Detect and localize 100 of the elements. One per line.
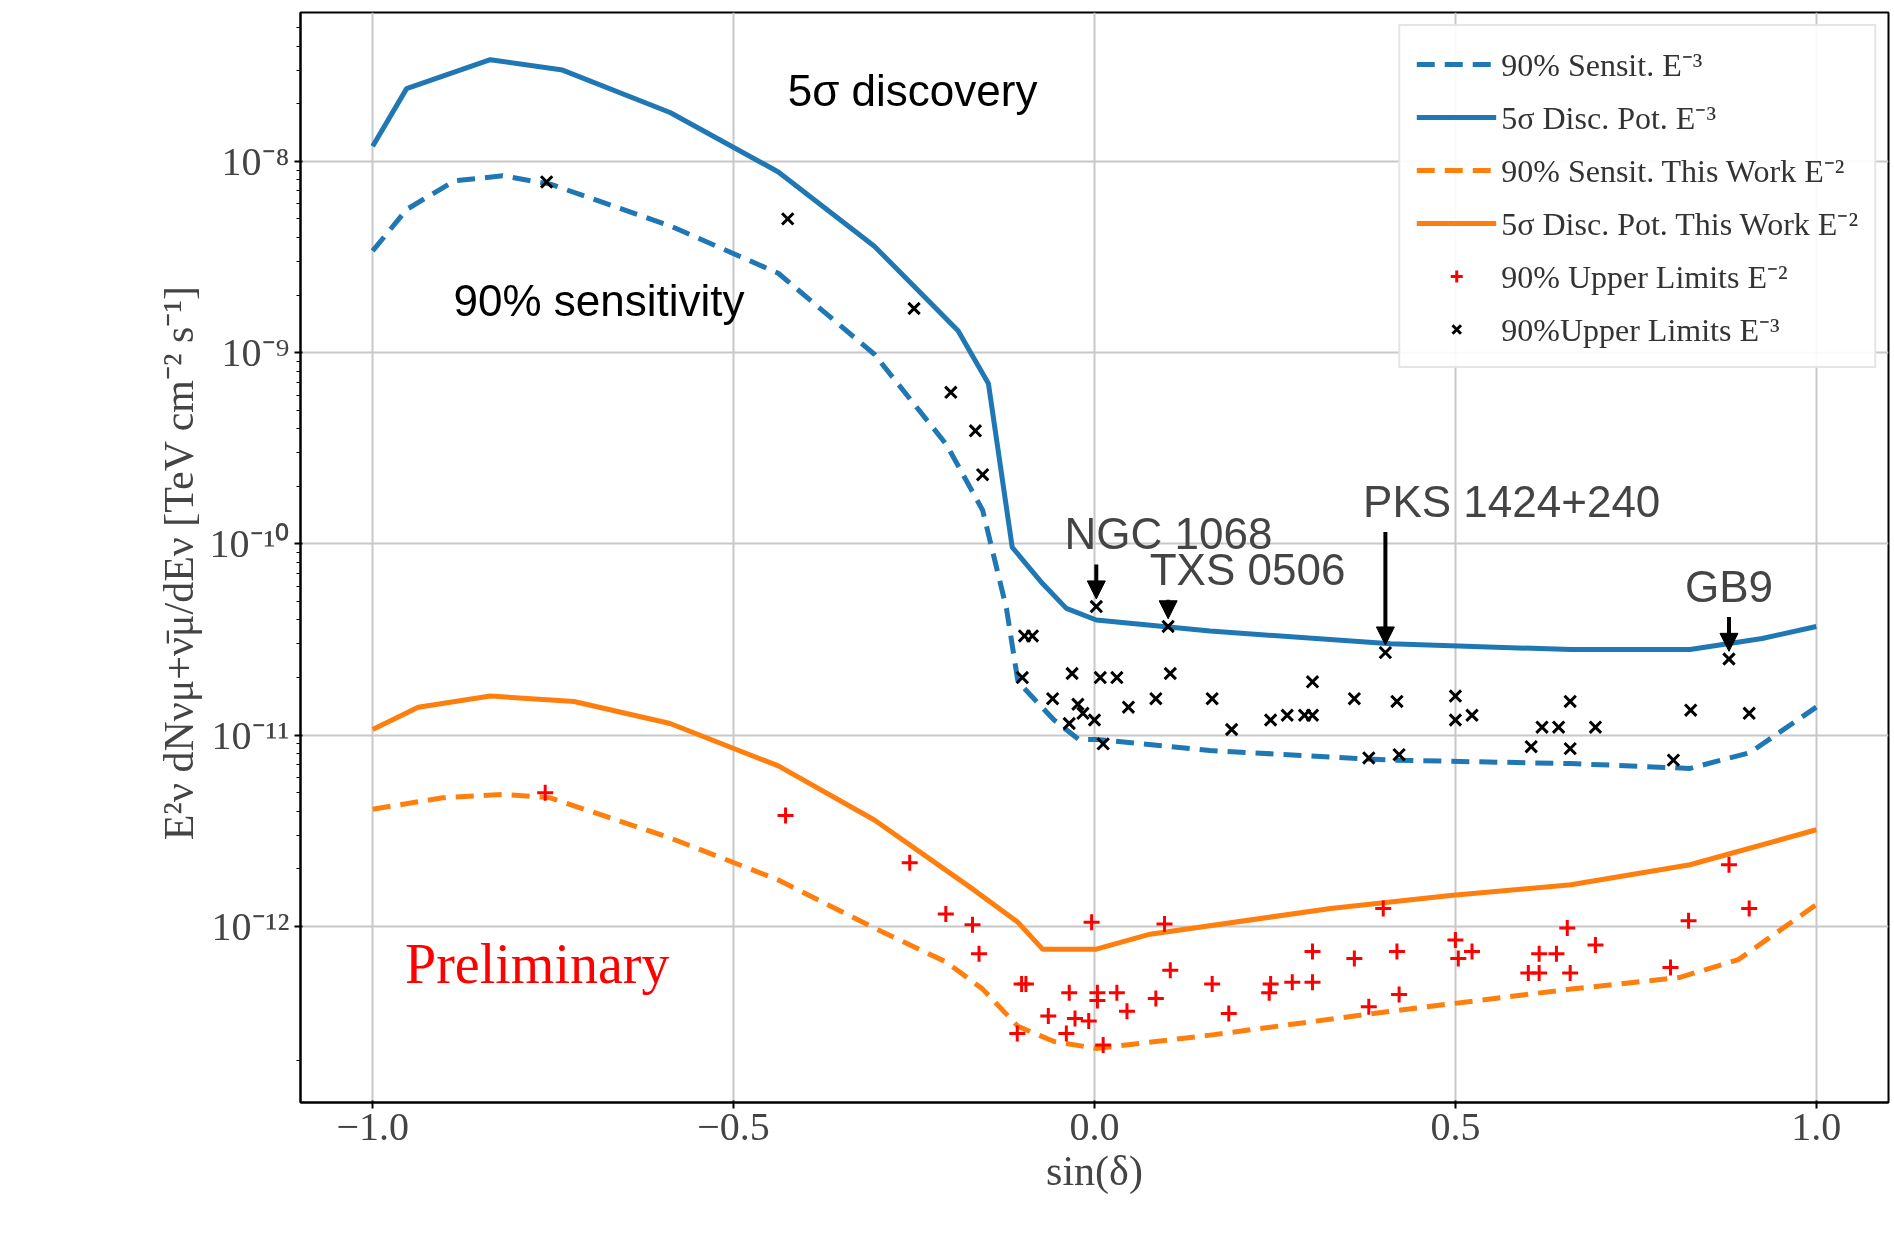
y-axis-title: E²ν dNνμ+ν̄μ/dEν [TeV cm⁻² s⁻¹] [155,285,202,841]
y-tick-label: 10⁻¹¹ [211,712,290,758]
point [936,904,956,924]
point [963,915,983,935]
y-tick-label: 10⁻⁹ [221,330,290,376]
point [1089,599,1104,614]
point [1038,1006,1058,1026]
point [1529,963,1549,983]
point [1378,645,1393,660]
legend-label: 5σ Disc. Pot. E⁻³ [1501,99,1716,138]
point [1117,1001,1137,1021]
point [1679,911,1699,931]
point [1163,666,1178,681]
point [975,467,990,482]
point [900,853,920,873]
annotation: Preliminary [405,933,670,996]
point [1070,697,1086,712]
point [1344,948,1364,968]
point [1109,670,1125,685]
point [969,944,989,964]
y-tick-label: 10⁻¹⁰ [209,521,290,567]
point [1155,914,1175,934]
legend-label: 5σ Disc. Pot. This Work E⁻² [1501,205,1858,244]
point [1557,918,1577,938]
point [1739,899,1759,919]
point [1219,1004,1239,1024]
point [1361,750,1376,766]
point [1389,985,1409,1005]
point [1524,739,1539,754]
point [1263,712,1278,728]
point [1148,691,1164,706]
point [1082,912,1102,932]
point [1588,720,1603,735]
point [1462,941,1482,961]
point [1373,899,1393,919]
point [1666,752,1681,768]
point [1075,706,1091,721]
x-axis-title: sin(δ) [1046,1147,1143,1195]
point [1045,691,1060,706]
legend-label: 90%Upper Limits E⁻³ [1501,311,1780,350]
point [1448,948,1468,968]
point [1224,722,1239,737]
point [1065,1008,1085,1028]
annotation: 90% sensitivity [453,276,745,326]
point [1448,712,1463,728]
point [1146,988,1166,1008]
x-tick-label: −0.5 [697,1103,770,1149]
point [1683,703,1698,718]
point [780,211,795,227]
point [1742,706,1757,721]
point [1546,944,1566,964]
point [1056,1024,1076,1044]
point [1202,974,1222,994]
point [1359,997,1379,1017]
point [1302,941,1322,961]
point [539,174,554,190]
point [1464,708,1480,723]
point [1093,1035,1113,1055]
point [1534,720,1550,735]
x-tick-label: 1.0 [1791,1103,1842,1149]
point [1305,674,1320,689]
point [1585,935,1605,955]
x-tick-label: 0.5 [1430,1103,1481,1149]
point [1551,720,1566,735]
point [1087,712,1102,728]
point [906,301,922,316]
point [1563,741,1578,756]
point [1160,619,1176,634]
y-tick-label: 10⁻⁸ [221,138,290,184]
legend-label: 90% Upper Limits E⁻² [1501,258,1788,297]
point [1280,708,1295,723]
point [968,423,983,438]
point [1282,972,1302,992]
point [1389,694,1405,709]
point [1064,666,1080,681]
point [1160,960,1180,980]
legend-label: 90% Sensit. This Work E⁻² [1501,152,1845,191]
point [1563,694,1578,709]
y-tick-label: 10⁻¹² [211,903,290,949]
point [535,783,555,803]
point [1062,716,1077,731]
point [1015,670,1030,685]
point [1259,983,1279,1003]
point [1205,691,1220,706]
point [1721,651,1737,667]
legend-label: 90% Sensit. E⁻³ [1501,46,1703,85]
point [1448,688,1463,704]
point [1261,974,1281,994]
point [1719,855,1739,875]
point [1347,691,1362,706]
point [1007,1024,1027,1044]
point [1529,944,1549,964]
x-tick-label: 0.0 [1069,1103,1120,1149]
point [1391,747,1407,762]
point [1093,670,1108,685]
point [1096,736,1111,752]
point [1079,1011,1099,1031]
annotation: PKS 1424+240 [1363,477,1661,527]
point [1387,941,1407,961]
point [1107,983,1127,1003]
